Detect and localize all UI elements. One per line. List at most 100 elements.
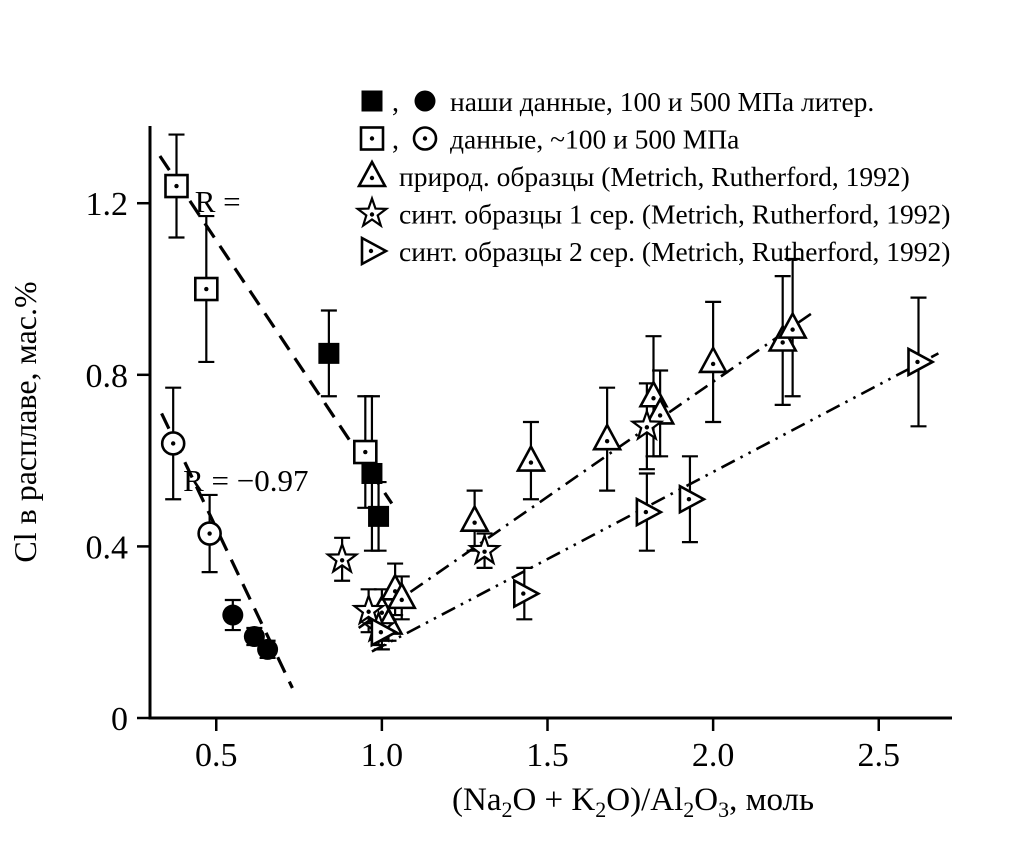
filled-square-marker: [368, 505, 390, 527]
legend: , наши данные, 100 и 500 МПа литер., данны…: [354, 86, 950, 267]
open-circle-marker: [412, 126, 438, 151]
filled-circle-marker: [222, 604, 244, 626]
y-axis-label: Cl в расплаве, мас.%: [7, 281, 43, 562]
triangle-right-marker: [678, 484, 707, 515]
marker-dot: [368, 248, 374, 254]
marker-dot: [686, 497, 692, 502]
data-points: [160, 173, 936, 660]
series-open-circle: [160, 431, 222, 546]
y-tick-label: 0.8: [86, 358, 129, 395]
legend-label: синт. образцы 2 сер. (Metrich, Rutherfor…: [399, 236, 950, 267]
x-axis-label: (Na2O + K2O)/Al2O3, моль: [452, 782, 814, 822]
filled-circle-marker: [257, 638, 279, 660]
filled-square-marker: [361, 90, 383, 112]
series-star: [324, 407, 665, 643]
marker-dot: [422, 136, 428, 141]
filled-circle-marker: [414, 90, 436, 112]
marker-dot: [369, 136, 375, 141]
star-marker: [629, 407, 665, 442]
marker-dot: [472, 520, 477, 525]
marker-dot: [399, 597, 404, 603]
triangle-right-marker: [370, 617, 399, 648]
open-square-marker: [359, 126, 385, 151]
marker-dot: [657, 413, 663, 418]
x-tick-label: 0.5: [195, 737, 238, 774]
marker-dot: [482, 549, 487, 554]
series-open-square: [164, 173, 378, 465]
series-triangle-right: [370, 346, 936, 648]
marker-dot: [915, 359, 920, 365]
marker-dot: [204, 286, 209, 292]
filled-circle-marker: [243, 625, 265, 647]
open-square-marker: [194, 276, 219, 302]
marker-dot: [780, 340, 785, 345]
star-marker: [354, 195, 390, 229]
marker-dot: [174, 183, 179, 189]
x-tick-label: 1.5: [526, 737, 569, 774]
star-marker: [467, 532, 502, 566]
trend-line-dashed: [158, 155, 394, 505]
legend-row: , наши данные, 100 и 500 МПа литер.: [361, 86, 874, 118]
open-square-marker: [164, 173, 189, 199]
marker-dot: [651, 396, 656, 401]
triangle-right-marker: [360, 235, 389, 267]
triangle-up-marker: [515, 443, 547, 472]
marker-dot: [339, 558, 345, 563]
y-tick-label: 0: [111, 701, 128, 738]
legend-label: данные, ~100 и 500 МПа: [450, 124, 739, 155]
triangle-up-marker: [459, 503, 490, 532]
marker-dot: [369, 175, 375, 181]
filled-square-marker: [318, 342, 340, 364]
marker-dot: [790, 327, 795, 332]
marker-dot: [207, 531, 212, 536]
legend-row: природ. образцы (Metrich, Rutherford, 19…: [356, 159, 910, 192]
marker-dot: [366, 609, 371, 614]
legend-row: , данные, ~100 и 500 МПа: [359, 124, 739, 156]
triangle-up-marker: [356, 159, 388, 188]
legend-label: синт. образцы 1 сер. (Metrich, Rutherfor…: [399, 199, 950, 230]
annotation-r-value: R = −0.97: [183, 463, 308, 498]
star-marker: [324, 540, 360, 575]
marker-dot: [170, 441, 176, 446]
triangle-right-marker: [513, 578, 542, 609]
marker-dot: [521, 591, 526, 596]
marker-dot: [643, 509, 649, 515]
legend-label: наши данные, 100 и 500 МПа литер.: [450, 86, 874, 117]
open-circle-marker: [197, 521, 222, 546]
legend-separator: ,: [392, 125, 399, 156]
annotation-r-value: R =: [195, 184, 241, 219]
legend-label: природ. образцы (Metrich, Rutherford, 19…: [399, 161, 910, 192]
marker-dot: [710, 361, 716, 367]
marker-dot: [363, 449, 368, 455]
filled-square-marker: [361, 462, 383, 484]
axes: 0.5 1.0 1.5 2.0 2.5 0 0.4 0.8 1.2: [86, 126, 952, 774]
marker-dot: [604, 438, 610, 444]
x-tick-label: 2.5: [858, 737, 901, 774]
trend-line-dash-dot: [357, 309, 817, 629]
marker-dot: [369, 212, 375, 217]
marker-dot: [528, 460, 534, 465]
series-filled-square: [318, 342, 390, 527]
marker-dot: [644, 425, 650, 430]
legend-separator: ,: [392, 87, 399, 118]
star-marker: [351, 592, 387, 626]
triangle-up-marker: [591, 422, 623, 451]
x-tick-label: 2.0: [692, 737, 735, 774]
open-square-marker: [353, 439, 378, 465]
legend-row: синт. образцы 1 сер. (Metrich, Rutherfor…: [354, 195, 950, 230]
triangle-up-marker: [777, 310, 808, 339]
triangle-up-marker: [697, 345, 729, 374]
triangle-right-marker: [635, 496, 664, 528]
open-circle-marker: [160, 431, 186, 456]
marker-dot: [379, 610, 385, 615]
triangle-right-marker: [907, 346, 936, 378]
x-tick-label: 1.0: [361, 737, 404, 774]
series-filled-circle: [222, 604, 279, 660]
trend-line-dash-dot-dot: [371, 352, 940, 653]
legend-row: синт. образцы 2 сер. (Metrich, Rutherfor…: [360, 235, 950, 267]
y-tick-label: 1.2: [86, 186, 129, 223]
triangle-up-marker: [386, 581, 417, 610]
y-tick-label: 0.4: [86, 529, 129, 566]
